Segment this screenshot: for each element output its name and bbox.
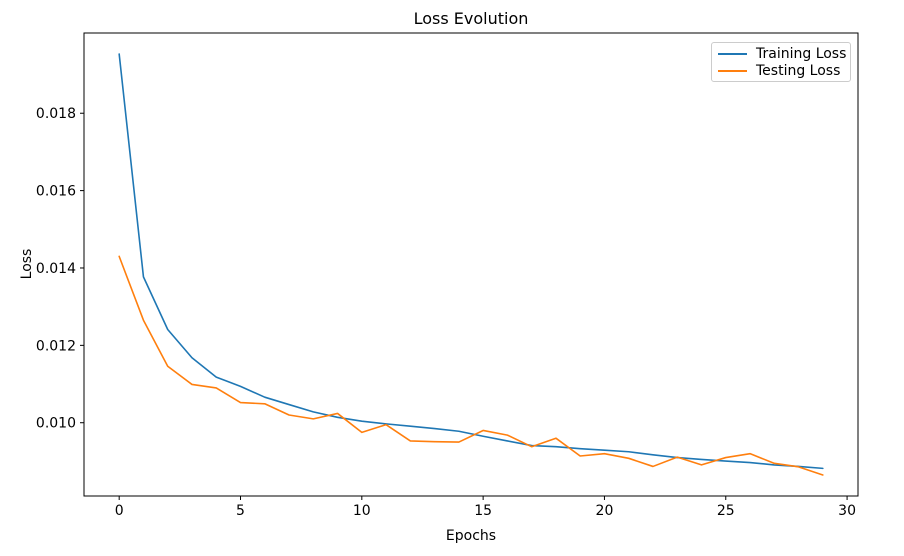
x-tick-label-20: 20 (596, 503, 614, 519)
training-loss-line-swatch (718, 52, 747, 55)
x-tick-label-10: 10 (353, 503, 371, 519)
legend-label-training-loss: Training Loss (756, 45, 847, 62)
y-tick-label-0.014: 0.014 (36, 261, 76, 277)
y-tick-label-0.018: 0.018 (36, 106, 76, 122)
x-axis-label: Epochs (445, 528, 497, 544)
plot-border (83, 32, 859, 497)
legend: Training Loss Testing Loss (711, 42, 851, 82)
legend-item-training-loss: Training Loss (718, 45, 847, 62)
training-loss-line (118, 53, 824, 470)
testing-loss-line (118, 255, 824, 476)
x-tick-label-0: 0 (115, 503, 124, 519)
legend-label-testing-loss: Testing Loss (756, 62, 841, 79)
x-tick-label-15: 15 (474, 503, 492, 519)
x-tick-label-30: 30 (838, 503, 856, 519)
y-tick-label-0.010: 0.010 (36, 416, 76, 432)
y-tick-label-0.012: 0.012 (36, 338, 76, 354)
y-tick-label-0.016: 0.016 (36, 184, 76, 200)
legend-item-testing-loss: Testing Loss (718, 62, 844, 79)
x-tick-label-25: 25 (717, 503, 735, 519)
chart-title: Loss Evolution (413, 9, 529, 28)
x-tick-label-5: 5 (236, 503, 245, 519)
y-axis-label: Loss (19, 248, 35, 280)
testing-loss-line-swatch (718, 69, 747, 72)
